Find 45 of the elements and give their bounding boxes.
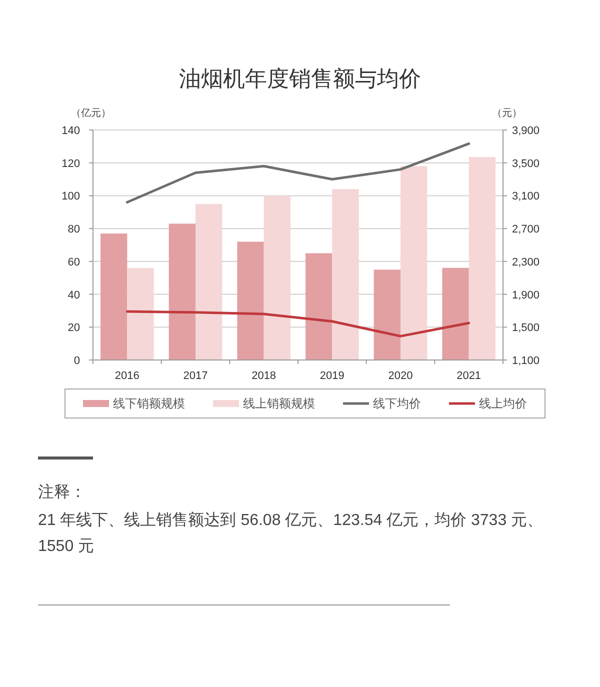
bar bbox=[127, 268, 154, 360]
y-tick-label: 60 bbox=[68, 256, 80, 268]
x-tick-label: 2017 bbox=[183, 370, 208, 382]
bar bbox=[237, 242, 264, 360]
y2-axis-title: （元） bbox=[492, 108, 522, 119]
bar bbox=[332, 189, 359, 360]
chart-title: 油烟机年度销售额与均价 bbox=[179, 66, 421, 91]
bar bbox=[400, 166, 428, 360]
y2-tick-label: 2,700 bbox=[512, 224, 540, 236]
y-tick-label: 140 bbox=[62, 125, 80, 137]
bar bbox=[100, 234, 128, 360]
text: 注释： bbox=[38, 482, 87, 503]
y-tick-label: 40 bbox=[68, 289, 80, 302]
y2-tick-label: 3,100 bbox=[512, 190, 540, 203]
x-tick-label: 2016 bbox=[114, 370, 140, 382]
y2-tick-label: 3,500 bbox=[512, 158, 540, 170]
x-tick-label: 2020 bbox=[388, 370, 413, 382]
line-series bbox=[126, 142, 470, 204]
y2-tick-label: 1,500 bbox=[512, 322, 540, 334]
bar bbox=[264, 196, 290, 360]
legend-label: 线上销额规模 bbox=[243, 396, 315, 410]
legend-label: 线下均价 bbox=[373, 396, 421, 410]
x-tick-label: 2019 bbox=[320, 370, 344, 382]
y2-tick-label: 3,900 bbox=[512, 125, 540, 137]
x-tick-label: 2021 bbox=[456, 370, 482, 382]
y2-tick-label: 1,900 bbox=[512, 289, 540, 302]
y-tick-label: 80 bbox=[68, 224, 80, 236]
y-tick-label: 120 bbox=[62, 158, 80, 170]
bar bbox=[442, 268, 469, 360]
y-axis-title: （亿元） bbox=[71, 108, 111, 119]
text: 21 年线下、线上销售额达到 56.08 亿元、123.54 亿元，均价 3733 元、1550 元 bbox=[38, 510, 544, 557]
bar bbox=[306, 253, 332, 360]
legend-label: 线下销额规模 bbox=[113, 396, 185, 410]
y2-tick-label: 2,300 bbox=[512, 256, 540, 268]
bar bbox=[196, 204, 222, 360]
y-tick-label: 0 bbox=[74, 355, 80, 367]
y-tick-label: 100 bbox=[62, 190, 80, 203]
bar bbox=[374, 270, 400, 360]
line-series bbox=[126, 310, 470, 338]
bar bbox=[468, 157, 496, 360]
y2-tick-label: 1,100 bbox=[512, 355, 540, 367]
bar bbox=[168, 224, 196, 360]
x-tick-label: 2018 bbox=[252, 370, 276, 382]
legend-label: 线上均价 bbox=[479, 396, 527, 410]
y-tick-label: 20 bbox=[68, 322, 80, 334]
